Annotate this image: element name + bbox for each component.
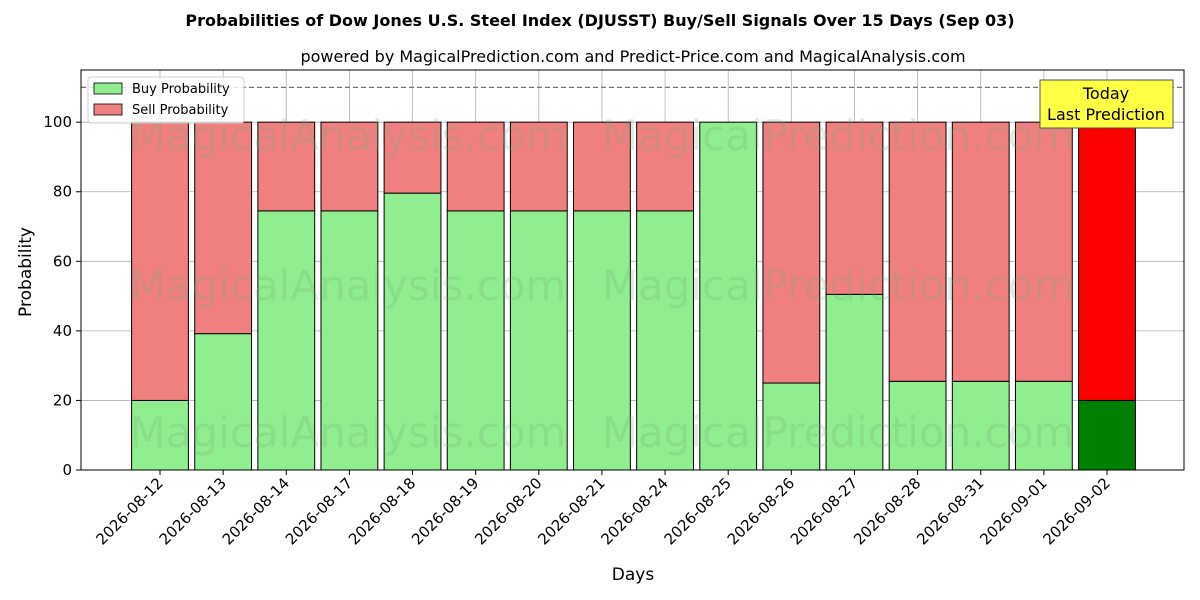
chart-title: Probabilities of Dow Jones U.S. Steel In… (185, 11, 1014, 30)
y-tick-label: 40 (53, 322, 72, 340)
watermark-text: MagicalPrediction.com (602, 261, 1075, 310)
x-tick-label: 2026-08-31 (913, 474, 987, 548)
x-tick-label: 2026-08-26 (724, 474, 798, 548)
buy-bar (573, 210, 631, 471)
sell-bar (1014, 121, 1073, 382)
x-tick-label: 2026-08-20 (471, 474, 545, 548)
y-tick-label: 80 (53, 183, 72, 201)
buy-bar (194, 333, 253, 471)
sell-bar (636, 121, 694, 212)
buy-bar (509, 210, 568, 471)
legend-box (87, 76, 245, 124)
x-tick-label: 2026-08-27 (787, 474, 861, 548)
legend-buy-swatch (93, 82, 123, 95)
watermark-text: MagicalAnalysis.com (130, 261, 567, 310)
x-axis-label: Days (612, 565, 655, 585)
x-tick-label: 2026-08-13 (156, 474, 230, 548)
sell-bar (951, 121, 1010, 382)
x-tick-label: 2026-08-24 (598, 474, 672, 548)
y-tick-label: 20 (53, 391, 72, 409)
today-annotation-line-1: Today (1082, 84, 1129, 103)
today-annotation-line-2: Last Prediction (1047, 105, 1165, 124)
buy-bar (1078, 399, 1136, 471)
y-tick-label: 0 (62, 461, 72, 479)
buy-bar (446, 210, 505, 471)
sell-bar (573, 121, 631, 212)
y-axis-label: Probability (16, 227, 36, 317)
watermark-text: MagicalPrediction.com (602, 111, 1075, 160)
x-tick-label: 2026-08-12 (92, 474, 166, 548)
y-tick-label: 60 (53, 252, 72, 270)
x-tick-label: 2026-08-28 (850, 474, 924, 548)
buy-bar (951, 380, 1010, 471)
sell-bar (383, 121, 442, 194)
sell-bar (762, 121, 821, 384)
chart-subtitle: powered by MagicalPrediction.com and Pre… (300, 47, 965, 66)
buy-bar (699, 121, 758, 471)
x-tick-label: 2026-08-25 (661, 474, 735, 548)
x-tick-label: 2026-08-14 (219, 474, 293, 548)
legend: Buy Probability Sell Probability (87, 76, 245, 124)
sell-bar (1078, 121, 1136, 401)
buy-bar (320, 210, 379, 471)
bars (131, 121, 1136, 471)
buy-bar (636, 210, 694, 471)
x-tick-label: 2026-08-21 (534, 474, 608, 548)
buy-bar (257, 210, 316, 471)
plot-frame (80, 69, 1185, 471)
buy-bar (888, 380, 947, 471)
buy-bar (383, 192, 442, 471)
x-tick-label: 2026-08-19 (408, 474, 482, 548)
watermarks: MagicalAnalysis.com MagicalPrediction.com… (130, 111, 1075, 457)
legend-sell-label: Sell Probability (132, 103, 229, 118)
sell-bar (825, 121, 884, 295)
sell-bar (257, 121, 316, 212)
today-annotation: Today Last Prediction (1039, 79, 1174, 129)
legend-sell-swatch (93, 103, 123, 116)
today-annotation-box (1039, 79, 1174, 129)
x-tick-label: 2026-08-17 (282, 474, 356, 548)
buy-bar (762, 382, 821, 471)
buy-bar (825, 293, 884, 471)
x-tick-label: 2026-08-18 (345, 474, 419, 548)
sell-bar (509, 121, 568, 212)
x-ticks: 2026-08-122026-08-132026-08-142026-08-17… (92, 470, 1114, 548)
watermark-text: MagicalPrediction.com (602, 408, 1075, 457)
sell-bar (888, 121, 947, 382)
x-tick-label: 2026-09-01 (976, 474, 1050, 548)
y-tick-label: 100 (43, 113, 72, 131)
x-tick-label: 2026-09-02 (1039, 474, 1113, 548)
sell-bar (131, 121, 189, 401)
legend-buy-label: Buy Probability (132, 82, 230, 97)
buy-bar (1014, 380, 1073, 471)
sell-bar (320, 121, 379, 212)
y-ticks: 0 20 40 60 80 100 (43, 113, 81, 479)
sell-bar (446, 121, 505, 212)
watermark-text: MagicalAnalysis.com (130, 408, 567, 457)
